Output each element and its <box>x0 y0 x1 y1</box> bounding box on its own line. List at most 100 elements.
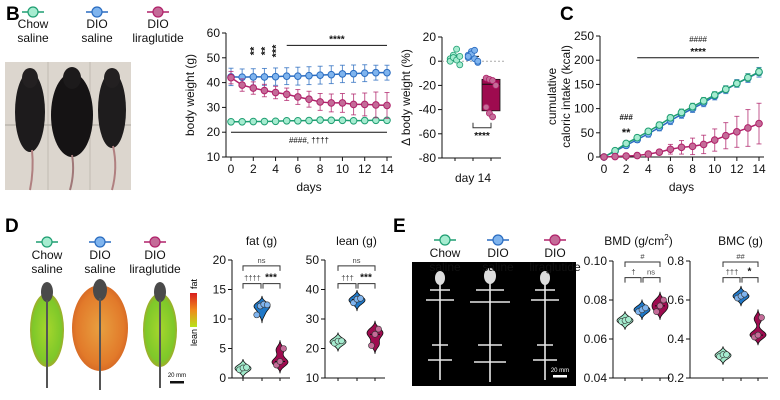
data-point <box>338 99 347 107</box>
y-tick-label: 20 <box>306 342 320 356</box>
data-point <box>327 70 336 79</box>
y-tick-label: 5 <box>219 342 226 356</box>
y-tick-label: -80 <box>419 151 437 165</box>
significance-label: ** <box>259 46 271 55</box>
significance-label: ## <box>736 252 745 261</box>
x-tick-label: 14 <box>752 162 766 176</box>
y-tick-label: -40 <box>419 103 437 117</box>
legend-marker <box>27 6 39 18</box>
legend-label: DIO <box>147 17 168 31</box>
data-point <box>456 52 464 60</box>
y-tick-label: 0.6 <box>667 293 684 307</box>
x-tick-label: 0 <box>228 162 235 176</box>
colorbar-lean-label: lean <box>189 329 199 346</box>
x-tick-label: 2 <box>623 162 630 176</box>
y-tick-label: 0 <box>587 150 594 164</box>
scale-bar-label: 20 mm <box>168 373 186 379</box>
legends: ChowsalineDIOsalineDIOliraglutideChowsal… <box>17 6 581 276</box>
y-tick-label: 100 <box>574 102 594 116</box>
data-point <box>688 102 697 111</box>
data-point <box>655 121 664 129</box>
significance-bracket <box>337 283 357 289</box>
data-point <box>755 68 763 76</box>
data-point <box>338 70 347 78</box>
data-point <box>744 73 752 82</box>
data-point <box>357 295 364 302</box>
series-2 <box>227 70 391 119</box>
data-point <box>368 342 375 349</box>
x-tick-label: 8 <box>317 162 324 176</box>
significance-bracket <box>337 265 376 271</box>
chart-title: BMD (g/cm2) <box>604 233 672 248</box>
xray-scale-bar-label: 20 mm <box>551 368 569 374</box>
legend-marker <box>152 6 164 18</box>
legend-label: saline <box>84 262 116 276</box>
x-tick-label: 8 <box>689 162 696 176</box>
data-point <box>721 131 730 140</box>
data-point <box>372 101 380 109</box>
data-point <box>360 69 369 77</box>
significance-label: **** <box>329 34 345 45</box>
data-point <box>677 143 686 152</box>
significance-label: **** <box>474 131 490 142</box>
data-point <box>282 72 291 80</box>
data-point <box>349 69 358 78</box>
data-point <box>482 103 490 111</box>
data-point <box>660 296 667 304</box>
data-point <box>733 79 741 88</box>
data-point <box>666 113 675 122</box>
y-tick-label: 0.06 <box>584 332 608 346</box>
y-tick-label: 50 <box>306 253 320 267</box>
data-point <box>633 133 642 142</box>
data-point <box>653 308 660 316</box>
significance-bracket <box>242 265 281 271</box>
data-point <box>721 85 730 94</box>
data-point <box>464 52 472 60</box>
data-point <box>371 331 379 338</box>
data-point <box>316 71 324 79</box>
significance-bracket <box>624 277 642 283</box>
data-point <box>276 358 284 365</box>
violin <box>253 295 271 324</box>
x-tick-label: 6 <box>295 162 302 176</box>
data-point <box>260 73 269 81</box>
data-point <box>282 116 291 125</box>
series-1 <box>227 64 391 87</box>
chart-title: BMC (g) <box>718 234 763 248</box>
significance-label: ††† <box>341 274 354 283</box>
data-point <box>754 331 762 339</box>
significance-label: *** <box>265 273 277 284</box>
x-tick-label: 0 <box>601 162 608 176</box>
data-point <box>611 152 619 161</box>
legend-label: saline <box>429 260 461 274</box>
y-tick-label: 20 <box>213 253 227 267</box>
y-axis-label: cumulative <box>545 67 559 125</box>
data-point <box>294 93 302 101</box>
data-point <box>710 91 719 99</box>
data-point <box>741 290 748 298</box>
data-point <box>688 142 697 151</box>
chart-title: lean (g) <box>336 234 377 248</box>
chart-bmc: 0.2 0.4 0.6 0.8 BMC (g) ## ††† * <box>667 234 768 385</box>
legend-label: liraglutide <box>129 262 181 276</box>
y-tick-label: 20 <box>423 30 437 44</box>
data-point <box>282 90 291 99</box>
legend-marker <box>91 6 103 18</box>
x-axis-label: days <box>669 180 694 194</box>
data-point <box>489 77 497 84</box>
data-point <box>360 100 369 109</box>
data-point <box>316 116 324 124</box>
legend-label: DIO <box>544 246 565 260</box>
data-point <box>383 101 391 110</box>
significance-bracket <box>624 261 661 267</box>
data-point <box>375 325 382 333</box>
data-point <box>327 99 336 107</box>
x-tick-label: 2 <box>250 162 257 176</box>
data-point <box>372 68 380 77</box>
chart-bmd: 0.04 0.06 0.08 0.10 BMD (g/cm2) # † ns <box>584 233 673 385</box>
y-tick-label: 0 <box>429 54 436 68</box>
